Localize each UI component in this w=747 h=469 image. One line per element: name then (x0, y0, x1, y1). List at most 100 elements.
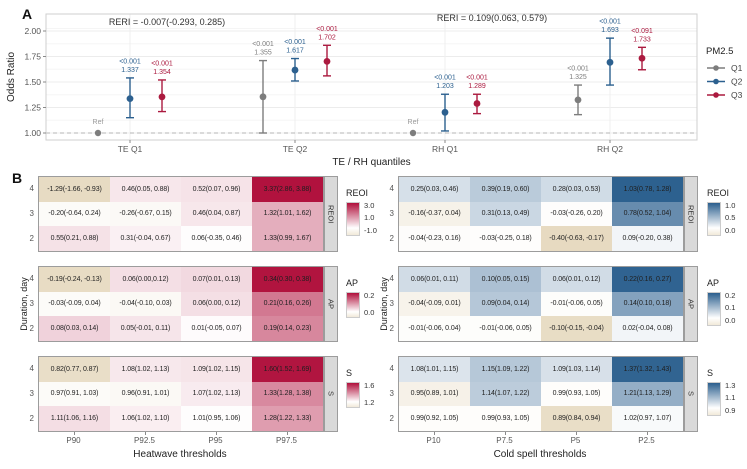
heatmap-y-axis-title: Duration, day (19, 277, 29, 331)
heatmap-cell: 1.21(1.13, 1.29) (612, 381, 683, 407)
y-tick-label: 2.00 (24, 26, 41, 36)
heatmap-cell: 1.11(1.06, 1.16) (39, 406, 110, 431)
row-tick-label: 4 (29, 184, 34, 194)
x-tick (433, 432, 435, 435)
heatmap-cell: 1.32(1.01, 1.62) (252, 201, 323, 227)
x-tick (144, 432, 146, 435)
reri-annotation: RERI = -0.007(-0.293, 0.285) (109, 17, 225, 27)
or-point (259, 93, 267, 101)
svg-text:1.203: 1.203 (436, 83, 454, 90)
legend-s: S 1.6 1.2 (346, 368, 374, 408)
legend-tick: 0.9 (725, 405, 736, 415)
heatmap-cell: 1.08(1.02, 1.13) (110, 357, 181, 382)
heatmap-cell: 1.09(1.02, 1.15) (181, 357, 252, 382)
heatmap-cell: 1.37(1.32, 1.43) (612, 357, 683, 382)
heatmap-cell: 0.10(0.05, 0.15) (470, 267, 541, 292)
heatmap-cell: -0.03(-0.25, 0.18) (470, 226, 541, 251)
heatmap-cell: 0.21(0.16, 0.26) (252, 291, 323, 317)
heatmap-cell: 0.46(0.05, 0.88) (110, 177, 181, 202)
or-point (473, 100, 481, 107)
or-point (441, 108, 449, 116)
heatmap-cell: 0.19(0.14, 0.23) (252, 316, 323, 341)
forest-plot: RERI = -0.007(-0.293, 0.285) RERI = 0.109… (6, 13, 743, 168)
svg-text:<0.091: <0.091 (631, 28, 653, 35)
heatmap-panel-reoi: 0.25(0.03, 0.46) 0.39(0.19, 0.60) 0.28(0.0… (398, 176, 684, 252)
x-tick (215, 432, 217, 435)
legend-marker (713, 78, 719, 85)
column-tick-label: P92.5 (134, 436, 155, 445)
heatmap-cell: -0.04(-0.10, 0.03) (110, 291, 181, 317)
forest-x-axis-title: TE / RH quantiles (332, 157, 410, 168)
legend-tick: 0.1 (725, 303, 736, 313)
heatmap-cell: 1.08(1.01, 1.15) (399, 357, 470, 382)
heatmap-cell: 0.06(-0.35, 0.46) (181, 226, 252, 251)
heatmap-cell: 1.60(1.52, 1.69) (252, 357, 323, 382)
reri-annotation: RERI = 0.109(0.063, 0.579) (437, 13, 547, 23)
facet-strip-label: S (326, 391, 336, 397)
column-tick-label: P90 (66, 436, 81, 445)
legend-ap: AP 0.2 0.0 (346, 278, 374, 318)
svg-text:<0.001: <0.001 (316, 26, 338, 33)
heatmap-cell: -0.04(-0.09, 0.01) (399, 291, 470, 317)
heatmap-cell: 0.06(0.00, 0.12) (181, 291, 252, 317)
heatmap-cell: -0.04(-0.23, 0.16) (399, 226, 470, 251)
row-tick-label: 3 (389, 209, 394, 218)
row-tick-label: 4 (29, 364, 34, 374)
ref-point (409, 129, 417, 137)
legend-tick: 1.0 (725, 201, 736, 210)
heatmap-cell: 1.02(0.97, 1.07) (612, 406, 683, 431)
legend-reoi: REOI 3.0 1.0 -1.0 (346, 188, 377, 236)
y-tick-label: 1.75 (24, 52, 41, 62)
legend-tick: 3.0 (364, 201, 375, 210)
row-tick-label: 3 (29, 209, 34, 218)
facet-strip-s: S (684, 356, 698, 432)
facet-strip-s: S (324, 356, 338, 432)
heatmap-cell: 1.14(1.07, 1.22) (470, 381, 541, 407)
facet-strip-label: REOI (326, 204, 336, 224)
column-tick-label: P7.5 (496, 436, 513, 445)
column-tick-label: P10 (426, 436, 441, 445)
heatmap-cell: 0.09(0.04, 0.14) (470, 291, 541, 317)
row-tick-label: 4 (389, 184, 394, 194)
heatmap-cell: 1.07(1.02, 1.13) (181, 381, 252, 407)
legend-tick: 0.0 (364, 307, 375, 317)
svg-text:1.325: 1.325 (569, 74, 587, 81)
heatmap-cell: 0.08(0.03, 0.14) (39, 316, 110, 341)
panel-a-label: A (22, 6, 33, 22)
heatmap-panel-ap: -0.19(-0.24, -0.13) 0.06(0.00,0.12) 0.07(0… (38, 266, 324, 342)
heatmap-cell: 0.52(0.07, 0.96) (181, 177, 252, 202)
svg-text:1.355: 1.355 (254, 50, 272, 57)
heatmap-cell: 1.28(1.22, 1.33) (252, 406, 323, 431)
facet-strip-label: REOI (686, 204, 696, 224)
legend-gradient-bar (707, 382, 721, 416)
ref-point (94, 129, 102, 137)
legend-tick: 1.1 (725, 393, 736, 403)
legend-tick: 0.5 (725, 213, 736, 223)
forest-y-axis-title: Odds Ratio (6, 52, 17, 102)
facet-strip-reoi: REOI (684, 176, 698, 252)
heatmap-cell: 1.09(1.03, 1.14) (541, 357, 612, 382)
heatmap-cell: -0.26(-0.67, 0.15) (110, 201, 181, 227)
svg-text:1.733: 1.733 (633, 36, 651, 43)
facet-strip-ap: AP (324, 266, 338, 342)
x-tick-label: TE Q1 (118, 144, 143, 154)
legend-title: REOI (707, 188, 730, 198)
heatmap-cell: 0.31(-0.04, 0.67) (110, 226, 181, 251)
heatmap-cell: 0.25(0.03, 0.46) (399, 177, 470, 202)
svg-text:<0.001: <0.001 (567, 66, 589, 73)
heatmap-cell: 0.01(-0.05, 0.07) (181, 316, 252, 341)
svg-text:<0.001: <0.001 (252, 41, 274, 48)
legend-ap: AP 0.2 0.1 0.0 (707, 278, 735, 326)
row-tick-label: 4 (29, 274, 34, 284)
pm25-legend-title: PM2.5 (706, 46, 733, 57)
y-tick-label: 1.00 (24, 128, 41, 138)
svg-text:<0.001: <0.001 (434, 75, 456, 82)
row-tick-label: 2 (389, 323, 394, 333)
heatmap-cell: 3.37(2.86, 3.88) (252, 177, 323, 202)
facet-strip-reoi: REOI (324, 176, 338, 252)
legend-tick: -1.0 (364, 225, 377, 235)
legend-title: AP (346, 278, 359, 288)
panel-b-label: B (12, 170, 23, 186)
legend-reoi: REOI 1.0 0.5 0.0 (707, 188, 735, 236)
